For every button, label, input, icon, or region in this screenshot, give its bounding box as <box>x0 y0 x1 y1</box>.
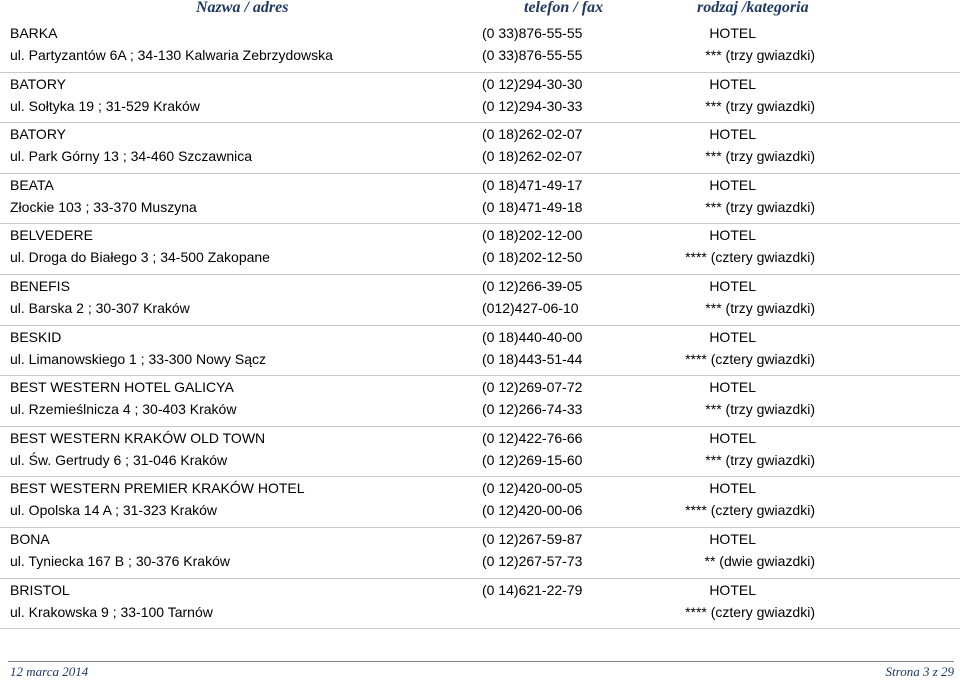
hotel-phone: (0 18)440-40-00 <box>482 328 583 345</box>
list-item: BARKA ul. Partyzantów 6A ; 34-130 Kalwari… <box>0 22 960 73</box>
hotel-phone: (0 12)267-59-87 <box>482 530 583 547</box>
hotel-address: ul. Tyniecka 167 B ; 30-376 Kraków <box>10 552 230 569</box>
hotel-type: HOTEL <box>709 75 756 92</box>
list-item: BENEFIS ul. Barska 2 ; 30-307 Kraków (0 12… <box>0 275 960 326</box>
hotel-phone: (0 18)471-49-17 <box>482 176 583 193</box>
list-item: BEST WESTERN HOTEL GALICYA ul. Rzemieślni… <box>0 376 960 427</box>
hotel-name: BENEFIS <box>10 277 70 294</box>
hotel-phone: (0 18)202-12-00 <box>482 227 583 244</box>
hotel-name: BELVEDERE <box>10 227 93 244</box>
list-item: BRISTOL ul. Krakowska 9 ; 33-100 Tarnów (0… <box>0 579 960 630</box>
hotel-fax: (0 12)267-57-73 <box>482 552 583 569</box>
hotel-type: HOTEL <box>709 530 756 547</box>
hotel-name: BEST WESTERN KRAKÓW OLD TOWN <box>10 429 266 446</box>
footer-divider <box>8 661 954 662</box>
list-item: BONA ul. Tyniecka 167 B ; 30-376 Kraków (0… <box>0 528 960 579</box>
hotel-address: ul. Barska 2 ; 30-307 Kraków <box>10 299 190 316</box>
hotel-address: ul. Partyzantów 6A ; 34-130 Kalwaria Zeb… <box>10 47 333 63</box>
header-category: rodzaj /kategoria <box>697 0 809 16</box>
hotel-type: HOTEL <box>709 480 756 497</box>
hotel-category: *** (trzy gwiazdki) <box>705 148 815 165</box>
hotel-fax: (012)427-06-10 <box>482 299 579 316</box>
hotel-type: HOTEL <box>709 277 756 294</box>
hotel-type: HOTEL <box>709 379 756 396</box>
hotel-name: BEST WESTERN PREMIER KRAKÓW HOTEL <box>10 480 305 497</box>
header-name-address: Nazwa / adres <box>196 0 289 16</box>
list-item: BATORY ul. Sołtyka 19 ; 31-529 Kraków (0 1… <box>0 73 960 124</box>
hotel-name: BEST WESTERN HOTEL GALICYA <box>10 379 234 396</box>
hotel-type: HOTEL <box>709 126 756 143</box>
hotel-type: HOTEL <box>709 227 756 244</box>
footer-date: 12 marca 2014 <box>10 664 89 679</box>
hotel-category: **** (cztery gwiazdki) <box>685 249 815 266</box>
hotel-phone: (0 18)262-02-07 <box>482 126 583 143</box>
hotel-phone: (0 12)266-39-05 <box>482 277 583 294</box>
hotel-type: HOTEL <box>709 25 756 41</box>
hotel-phone: (0 12)269-07-72 <box>482 379 583 396</box>
hotel-category: *** (trzy gwiazdki) <box>705 299 815 316</box>
hotel-fax: (0 18)471-49-18 <box>482 198 583 215</box>
hotel-category: *** (trzy gwiazdki) <box>705 198 815 215</box>
hotel-address: ul. Rzemieślnicza 4 ; 30-403 Kraków <box>10 401 237 418</box>
hotel-type: HOTEL <box>709 581 756 598</box>
list-item: BESKID ul. Limanowskiego 1 ; 33-300 Nowy … <box>0 326 960 377</box>
header-phone-fax: telefon / fax <box>524 0 604 16</box>
list-item: BEST WESTERN KRAKÓW OLD TOWN ul. Św. Gert… <box>0 427 960 478</box>
list-item: BEST WESTERN PREMIER KRAKÓW HOTEL ul. Opo… <box>0 477 960 528</box>
hotel-fax: (0 12)420-00-06 <box>482 502 583 519</box>
hotel-phone: (0 14)621-22-79 <box>482 581 583 598</box>
hotel-category: **** (cztery gwiazdki) <box>685 350 815 367</box>
hotel-category: ** (dwie gwiazdki) <box>704 552 815 569</box>
list-item: BELVEDERE ul. Droga do Białego 3 ; 34-500… <box>0 224 960 275</box>
hotel-fax: (0 12)266-74-33 <box>482 401 583 418</box>
hotel-list: BARKA ul. Partyzantów 6A ; 34-130 Kalwari… <box>0 22 960 630</box>
hotel-category: **** (cztery gwiazdki) <box>685 603 815 620</box>
hotel-fax: (0 12)269-15-60 <box>482 451 583 468</box>
hotel-fax: (0 18)262-02-07 <box>482 148 583 165</box>
hotel-name: BRISTOL <box>10 581 70 598</box>
hotel-name: BATORY <box>10 75 67 92</box>
hotel-address: Złockie 103 ; 33-370 Muszyna <box>10 198 197 215</box>
hotel-address: ul. Opolska 14 A ; 31-323 Kraków <box>10 502 218 519</box>
hotel-name: BARKA <box>10 25 58 41</box>
hotel-category: **** (cztery gwiazdki) <box>685 502 815 519</box>
hotel-category: *** (trzy gwiazdki) <box>705 47 815 63</box>
hotel-address: ul. Św. Gertrudy 6 ; 31-046 Kraków <box>10 451 228 468</box>
hotel-fax: (0 12)294-30-33 <box>482 97 583 114</box>
column-header: Nazwa / adres telefon / fax rodzaj /kate… <box>0 0 960 20</box>
hotel-name: BONA <box>10 530 50 547</box>
hotel-address: ul. Krakowska 9 ; 33-100 Tarnów <box>10 603 213 620</box>
hotel-type: HOTEL <box>709 429 756 446</box>
hotel-address: ul. Limanowskiego 1 ; 33-300 Nowy Sącz <box>10 350 267 367</box>
hotel-category: *** (trzy gwiazdki) <box>705 97 815 114</box>
hotel-name: BEATA <box>10 176 54 193</box>
list-item: BATORY ul. Park Górny 13 ; 34-460 Szczawn… <box>0 123 960 174</box>
hotel-address: ul. Sołtyka 19 ; 31-529 Kraków <box>10 97 200 114</box>
hotel-phone: (0 12)420-00-05 <box>482 480 583 497</box>
hotel-fax: (0 33)876-55-55 <box>482 47 583 63</box>
hotel-name: BATORY <box>10 126 67 143</box>
footer-page-number: Strona 3 z 29 <box>885 664 955 679</box>
hotel-type: HOTEL <box>709 328 756 345</box>
hotel-phone: (0 12)422-76-66 <box>482 429 583 446</box>
hotel-fax: (0 18)202-12-50 <box>482 249 583 266</box>
hotel-phone: (0 12)294-30-30 <box>482 75 583 92</box>
hotel-fax: (0 18)443-51-44 <box>482 350 583 367</box>
hotel-category: *** (trzy gwiazdki) <box>705 451 815 468</box>
hotel-phone: (0 33)876-55-55 <box>482 25 583 41</box>
hotel-address: ul. Park Górny 13 ; 34-460 Szczawnica <box>10 148 253 165</box>
hotel-category: *** (trzy gwiazdki) <box>705 401 815 418</box>
list-item: BEATA Złockie 103 ; 33-370 Muszyna (0 18)4… <box>0 174 960 225</box>
hotel-name: BESKID <box>10 328 62 345</box>
hotel-address: ul. Droga do Białego 3 ; 34-500 Zakopane <box>10 249 270 266</box>
hotel-type: HOTEL <box>709 176 756 193</box>
